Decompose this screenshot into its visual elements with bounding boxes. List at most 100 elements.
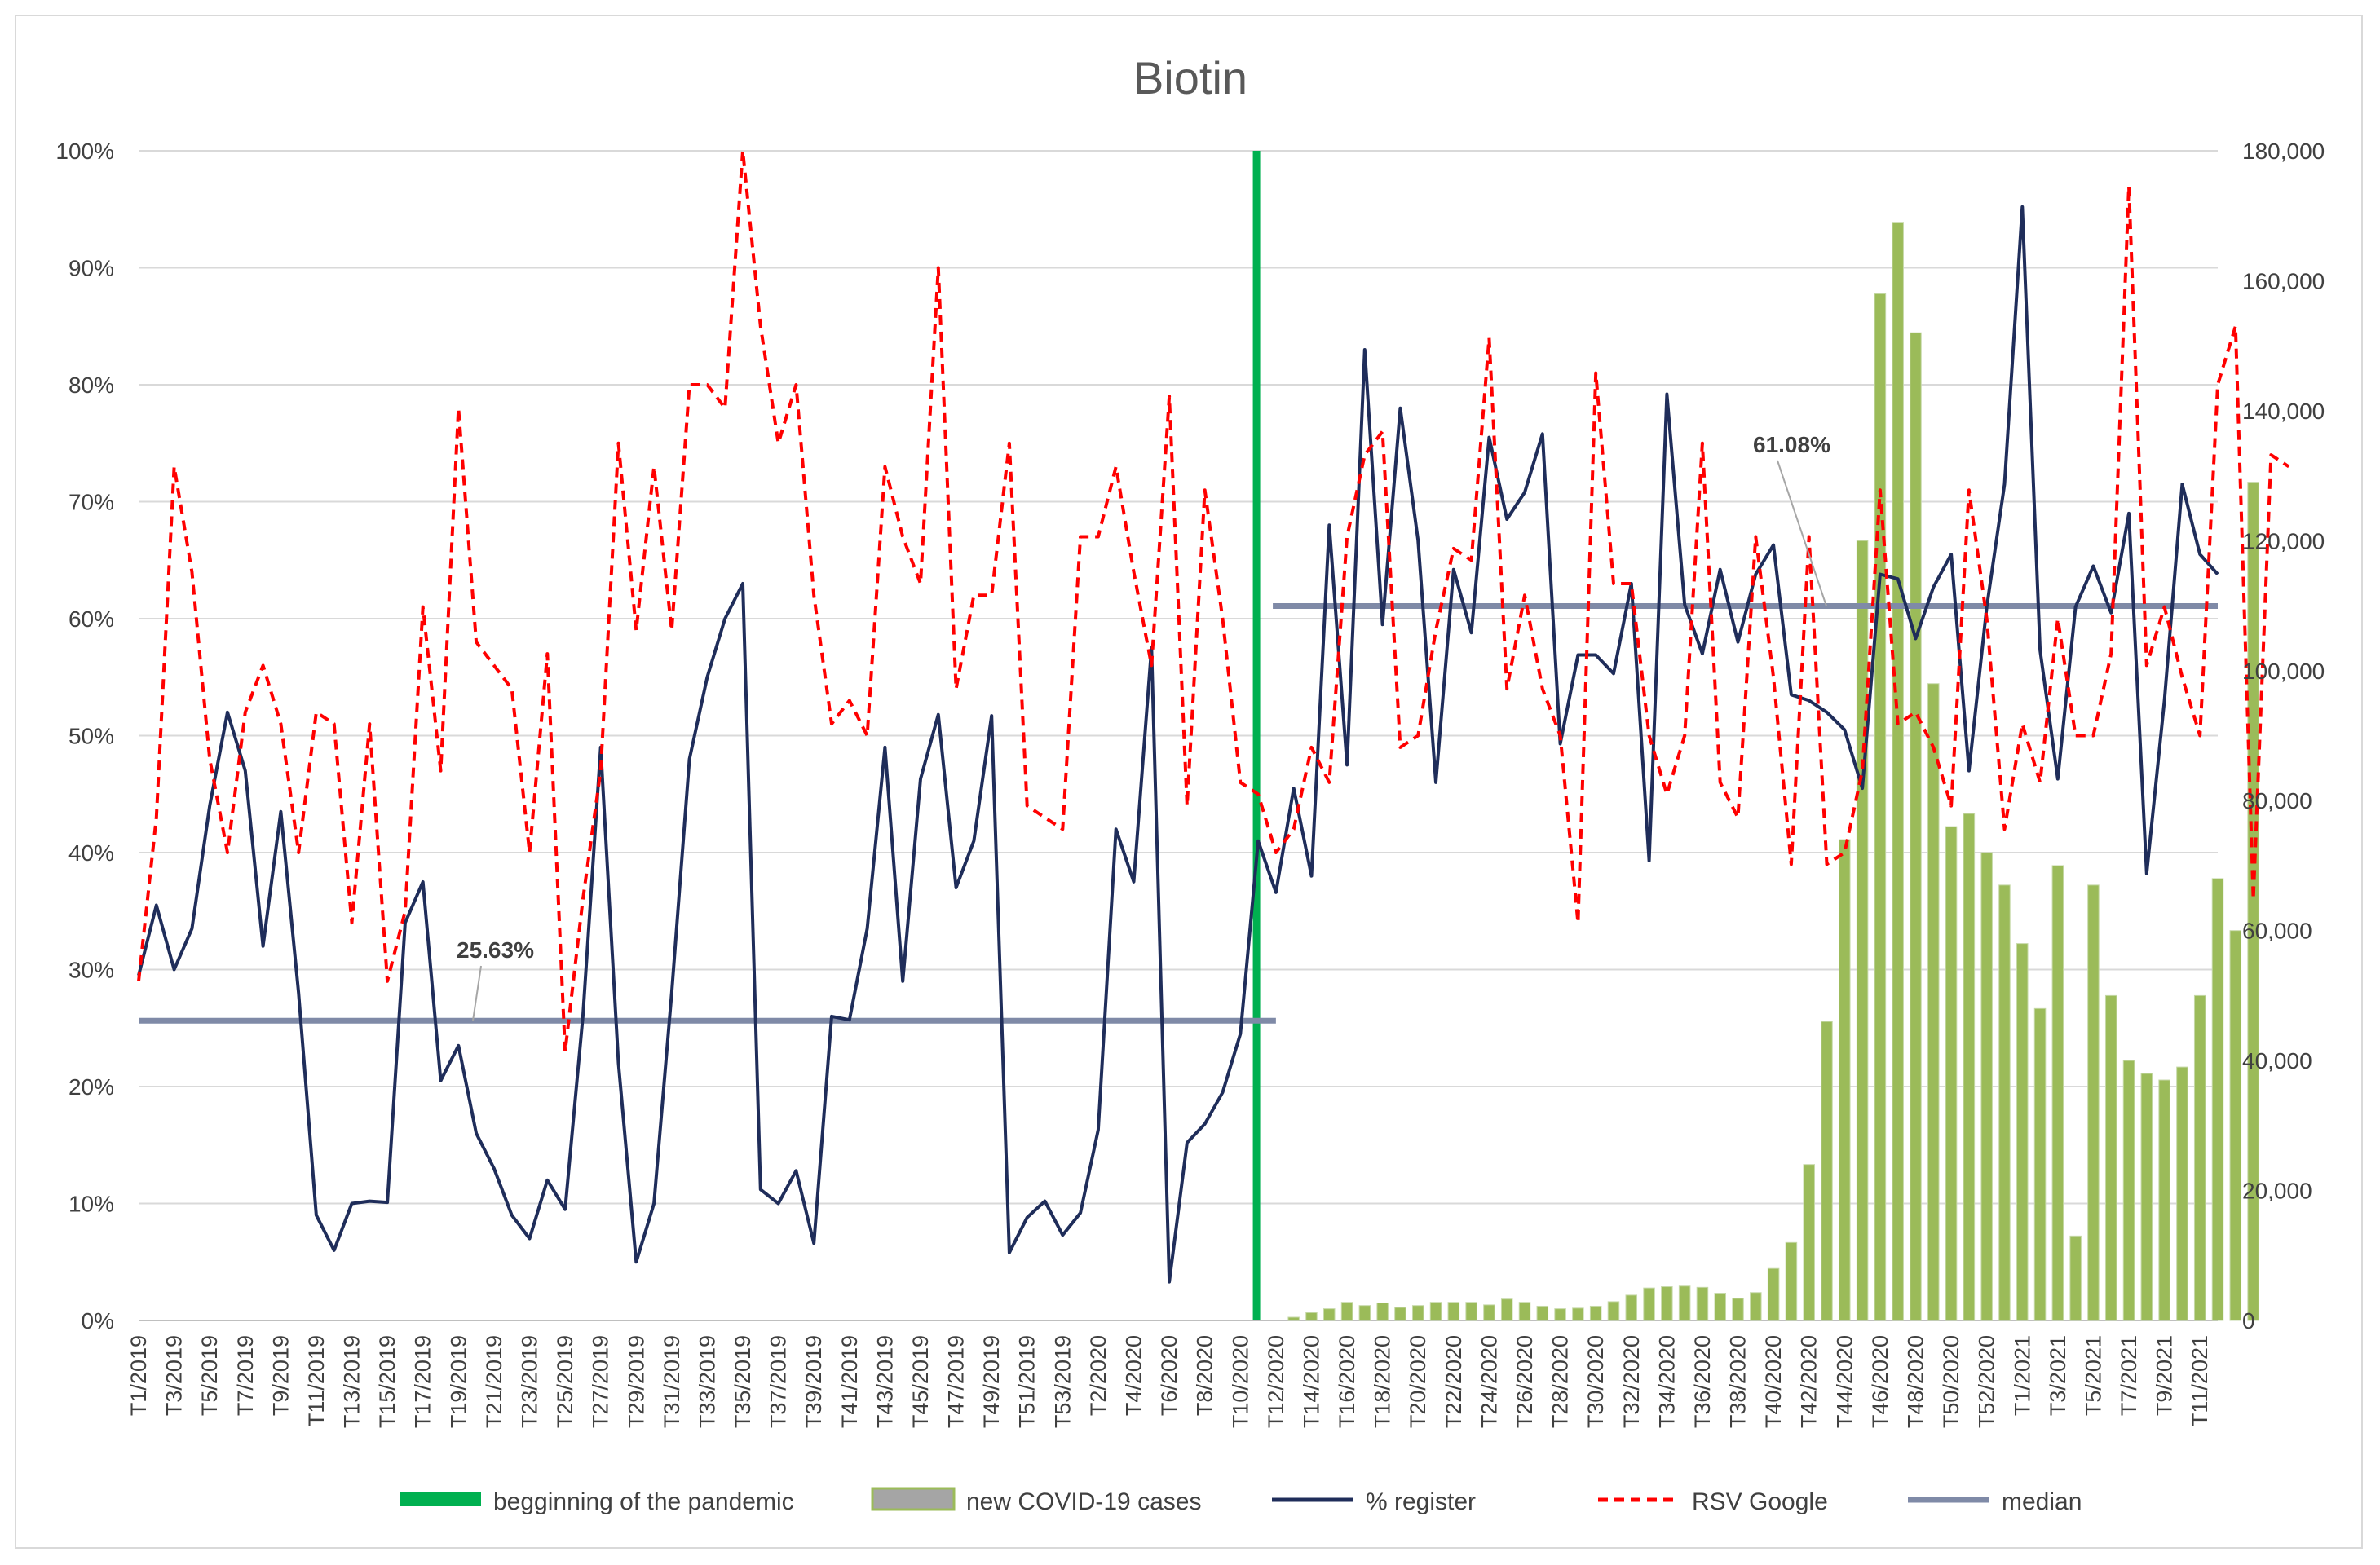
x-tick-label: T35/2019 xyxy=(731,1335,755,1428)
x-tick-label: T1/2019 xyxy=(126,1335,151,1416)
y-right-tick-label: 0 xyxy=(2242,1308,2255,1334)
x-tick-label: T5/2021 xyxy=(2081,1335,2105,1416)
x-tick-label: T3/2021 xyxy=(2046,1335,2070,1416)
covid-bar xyxy=(1750,1292,1762,1321)
chart-svg: Biotin 0% 10% 20% 30% 40% 50% 60% 70% 80% 90% 100%… xyxy=(55,52,2325,1515)
x-tick-label: T11/2021 xyxy=(2188,1335,2212,1426)
y-left-tick-label: 90% xyxy=(68,256,114,281)
x-tick-label: T32/2020 xyxy=(1619,1335,1644,1428)
covid-bar xyxy=(1945,826,1958,1321)
covid-bar xyxy=(1732,1298,1744,1321)
covid-bar xyxy=(1305,1312,1318,1321)
covid-bar xyxy=(2247,482,2259,1321)
x-tick-label: T46/2020 xyxy=(1868,1335,1892,1428)
x-tick-label: T53/2019 xyxy=(1050,1335,1075,1428)
covid-bar xyxy=(1518,1302,1531,1321)
chart-frame: Biotin 0% 10% 20% 30% 40% 50% 60% 70% 80% 90% 100%… xyxy=(15,15,2363,1549)
register-line xyxy=(137,205,2219,1284)
covid-bar xyxy=(1358,1305,1371,1321)
covid-bar xyxy=(1696,1286,1709,1321)
covid-bar xyxy=(1998,884,2011,1321)
legend-label: new COVID-19 cases xyxy=(966,1488,1201,1515)
covid-bar xyxy=(2229,930,2242,1321)
x-tick-label: T37/2019 xyxy=(766,1335,791,1428)
covid-bars xyxy=(1287,222,2259,1321)
covid-bar xyxy=(1980,852,1993,1321)
y-right-tick-label: 80,000 xyxy=(2242,788,2312,813)
covid-bar xyxy=(2069,1235,2082,1321)
x-tick-label: T21/2019 xyxy=(482,1335,506,1428)
x-tick-label: T39/2019 xyxy=(801,1335,826,1428)
y-right-tick-label: 100,000 xyxy=(2242,659,2325,684)
covid-bar xyxy=(1465,1302,1477,1321)
covid-bar xyxy=(1678,1285,1691,1321)
x-tick-label: T49/2019 xyxy=(979,1335,1004,1428)
x-tick-label: T9/2019 xyxy=(268,1335,293,1416)
y-left-tick-label: 100% xyxy=(55,139,114,164)
x-tick-label: T7/2019 xyxy=(233,1335,258,1416)
x-tick-label: T13/2019 xyxy=(340,1335,364,1428)
x-tick-label: T20/2020 xyxy=(1406,1335,1430,1428)
y-left-tick-label: 0% xyxy=(82,1308,114,1334)
covid-bar xyxy=(2193,994,2206,1321)
x-tick-label: T33/2019 xyxy=(695,1335,719,1428)
x-tick-label: T29/2019 xyxy=(624,1335,648,1428)
x-tick-label: T8/2020 xyxy=(1193,1335,1217,1416)
median-label: 61.08% xyxy=(1753,432,1830,457)
x-tick-label: T42/2020 xyxy=(1797,1335,1821,1428)
x-tick-label: T50/2020 xyxy=(1939,1335,1963,1428)
x-axis: T1/2019 T3/2019 T5/2019 T7/2019 T9/2019 T11/2… xyxy=(126,1335,2212,1428)
y-axis-left: 0% 10% 20% 30% 40% 50% 60% 70% 80% 90% 100% xyxy=(55,139,114,1334)
x-tick-label: T23/2019 xyxy=(517,1335,541,1428)
covid-bar xyxy=(1714,1293,1726,1321)
median-label: 25.63% xyxy=(457,937,534,963)
x-tick-label: T41/2019 xyxy=(837,1335,862,1428)
y-right-tick-label: 120,000 xyxy=(2242,528,2325,553)
x-tick-label: T14/2020 xyxy=(1299,1335,1323,1428)
legend-label: RSV Google xyxy=(1692,1488,1828,1515)
y-left-tick-label: 60% xyxy=(68,606,114,632)
covid-bar xyxy=(1554,1308,1566,1321)
median-leader xyxy=(472,965,482,1021)
x-tick-label: T19/2019 xyxy=(446,1335,470,1428)
x-tick-label: T10/2020 xyxy=(1228,1335,1252,1428)
x-tick-label: T4/2020 xyxy=(1122,1335,1146,1416)
x-tick-label: T26/2020 xyxy=(1512,1335,1537,1428)
covid-bar xyxy=(1892,222,1904,1321)
y-left-tick-label: 80% xyxy=(68,373,114,398)
y-left-tick-label: 30% xyxy=(68,958,114,983)
covid-bar xyxy=(2104,994,2117,1321)
covid-bar xyxy=(1607,1301,1620,1321)
y-left-tick-label: 20% xyxy=(68,1074,114,1100)
x-tick-label: T7/2021 xyxy=(2117,1335,2141,1416)
x-tick-label: T31/2019 xyxy=(660,1335,684,1428)
covid-bar xyxy=(1376,1302,1389,1321)
x-tick-label: T6/2020 xyxy=(1157,1335,1181,1416)
x-tick-label: T47/2019 xyxy=(944,1335,969,1428)
covid-bar xyxy=(1411,1305,1424,1321)
x-tick-label: T52/2020 xyxy=(1975,1335,1999,1428)
y-right-tick-label: 180,000 xyxy=(2242,139,2325,164)
covid-bar xyxy=(1821,1021,1833,1321)
x-tick-label: T3/2019 xyxy=(162,1335,187,1416)
covid-bar xyxy=(1625,1294,1638,1321)
covid-bar xyxy=(1767,1267,1780,1321)
x-tick-label: T5/2019 xyxy=(197,1335,222,1416)
x-tick-label: T40/2020 xyxy=(1761,1335,1786,1428)
median-annotations: 25.63% 61.08% xyxy=(457,432,1830,1021)
covid-bar xyxy=(2051,865,2064,1321)
legend-label: % register xyxy=(1366,1488,1476,1515)
covid-bar xyxy=(1323,1308,1336,1321)
legend-swatch-pandemic xyxy=(400,1492,481,1506)
covid-bar xyxy=(2140,1073,2153,1321)
covid-bar xyxy=(1287,1316,1300,1321)
covid-bar xyxy=(1589,1305,1602,1321)
covid-bar xyxy=(2122,1060,2135,1321)
x-tick-label: T22/2020 xyxy=(1442,1335,1466,1428)
covid-bar xyxy=(1500,1298,1513,1321)
y-left-tick-label: 50% xyxy=(68,724,114,749)
legend-label: median xyxy=(2002,1488,2082,1515)
covid-bar xyxy=(2158,1079,2170,1321)
x-tick-label: T11/2019 xyxy=(304,1335,329,1426)
covid-bar xyxy=(1927,683,1940,1321)
